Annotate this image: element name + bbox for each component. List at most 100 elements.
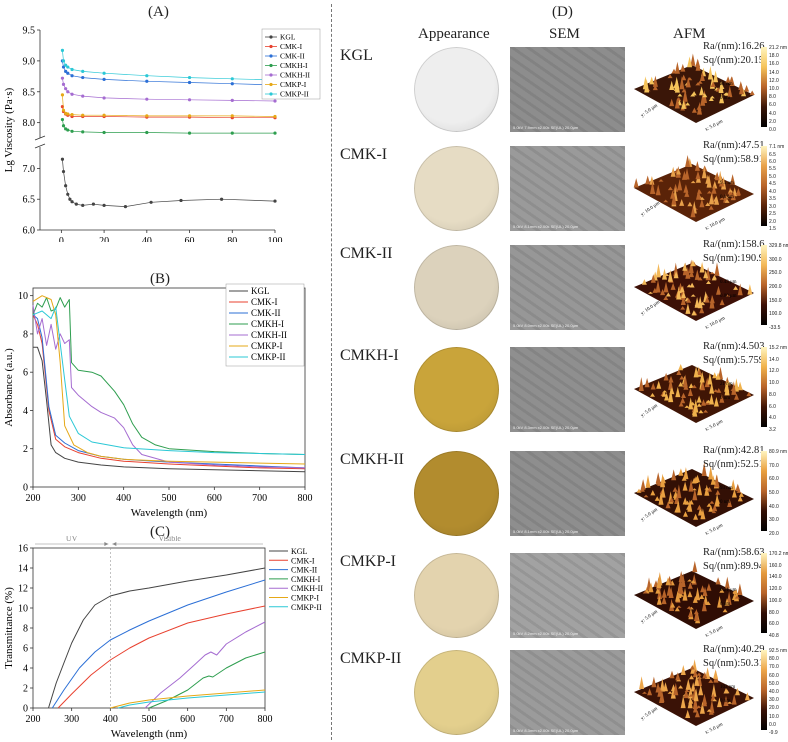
y-tick-label: 10 [18, 604, 28, 615]
afm-peak [695, 170, 701, 180]
data-point [70, 74, 74, 78]
legend-box [225, 283, 305, 367]
afm-peak [711, 274, 717, 280]
afm-peak [689, 665, 695, 670]
afm-peak [696, 403, 702, 407]
series-line-cmkp-ii [117, 691, 266, 709]
afm-peak [730, 192, 736, 200]
y-axis-label: Lg Viscosity (Pa·s) [3, 87, 15, 172]
panel-c-title: (C) [150, 524, 170, 540]
afm-peak [727, 85, 733, 98]
sq-value: Sq/(nm):20.15 [703, 55, 764, 66]
afm-peak [735, 188, 741, 196]
afm-peak [668, 375, 674, 383]
afm-peak [704, 487, 710, 490]
afm-peak [650, 393, 655, 397]
afm-peak [719, 197, 725, 200]
afm-peak [669, 80, 675, 90]
color-bar-tick: 20.0 [769, 705, 779, 712]
afm-peak [702, 165, 708, 172]
legend-marker [269, 73, 273, 77]
afm-peak [696, 188, 701, 200]
afm-peak [708, 466, 714, 480]
sem-image: 5.0kV 8.2mm x2.00k SE(UL) 20.0μm [510, 553, 625, 638]
afm-peak [714, 474, 720, 488]
afm-peak [710, 81, 716, 87]
afm-peak [667, 186, 673, 191]
afm-peak [695, 587, 701, 601]
data-point [187, 131, 192, 135]
afm-peak [716, 285, 721, 295]
afm-peak [698, 409, 704, 414]
roughness-values: Ra/(nm):40.29 Sq/(nm):50.31 [703, 643, 765, 671]
afm-peak [693, 476, 699, 483]
afm-peak [692, 405, 698, 417]
afm-peak [647, 688, 653, 696]
color-bar-tick: 6.0 [769, 102, 776, 109]
legend-label-cmkp-i: CMKP-I [280, 80, 307, 89]
y-tick-label: 9.5 [23, 26, 36, 37]
afm-peak [697, 482, 703, 496]
data-point [70, 129, 74, 133]
afm-surface: 9.1 nm 0.0 nm y: 10.0 μm x: 10.0 μm [633, 155, 754, 232]
data-point [66, 112, 70, 116]
afm-peak [710, 693, 716, 701]
afm-surface: 0.43 μm 0.00 μm y: 10.0 μm x: 10.0 μm [634, 259, 754, 331]
legend-marker [269, 82, 273, 87]
afm-peak [660, 485, 666, 498]
y-tick-label: 8.0 [23, 118, 36, 129]
data-point [123, 205, 128, 209]
ra-value: Ra/(nm):47.51 [703, 140, 765, 151]
afm-peak [719, 299, 725, 306]
chart-c-transmittance: 0 2 4 6 8 10 12 14 16 200 300 400 500 600 700 800 Wavele… [3, 536, 328, 740]
afm-peak [711, 683, 717, 697]
legend-label-cmkh-i: CMKH-I [291, 575, 321, 584]
sem-image: 5.0kV 8.3mm x2.00k SE(UL) 20.0μm [510, 650, 625, 735]
legend-marker [269, 44, 273, 49]
afm-z-min: 0 nm [720, 500, 730, 505]
color-bar-tick: 80.0 [769, 609, 779, 616]
color-bar-tick: 50.0 [769, 490, 779, 496]
afm-peak [688, 397, 694, 410]
color-bar-tick: 10.0 [769, 713, 779, 720]
afm-peak [683, 688, 689, 699]
data-point [179, 198, 183, 203]
afm-surface: 21 nm 0 nm y: 5.0 μm x: 5.0 μm [634, 53, 755, 133]
afm-peak [702, 693, 707, 705]
afm-peak [677, 578, 683, 590]
series-line-cmk-i [57, 605, 266, 709]
afm-peak [702, 699, 708, 707]
afm-peak [728, 189, 734, 193]
legend-label-cmkp-i: CMKP-I [291, 594, 319, 603]
afm-peak [678, 468, 684, 476]
y-tick-label: 2 [23, 684, 28, 695]
afm-peak [673, 271, 679, 279]
afm-peak [678, 364, 684, 371]
afm-peak [709, 699, 715, 714]
color-bar-tick: 80.0 [769, 656, 779, 663]
legend-label-kgl: KGL [291, 547, 308, 556]
legend-label-cmkh-ii: CMKH-II [291, 584, 323, 593]
afm-peak [658, 179, 664, 182]
data-point [273, 131, 277, 135]
series-line-cmkh-i [148, 651, 266, 709]
afm-peak [699, 262, 705, 273]
appearance-disc [414, 47, 499, 132]
series-line-cmkp-ii [32, 306, 306, 455]
afm-peak [703, 270, 709, 279]
afm-peak [676, 286, 682, 300]
sq-value: Sq/(nm):50.31 [703, 658, 764, 669]
color-bar-tick: 250.0 [769, 270, 782, 277]
afm-peak [731, 489, 737, 498]
ra-value: Ra/(nm):58.63 [703, 547, 765, 558]
afm-peak [679, 199, 685, 206]
afm-peak [707, 372, 713, 385]
afm-peak [687, 201, 693, 207]
afm-peak [670, 686, 676, 699]
afm-peak [667, 269, 673, 282]
afm-peak [695, 58, 701, 68]
x-tick-label: 400 [116, 493, 131, 504]
afm-peak [674, 61, 680, 74]
afm-peak [708, 679, 714, 683]
series-line-cmkp-i [32, 295, 306, 465]
